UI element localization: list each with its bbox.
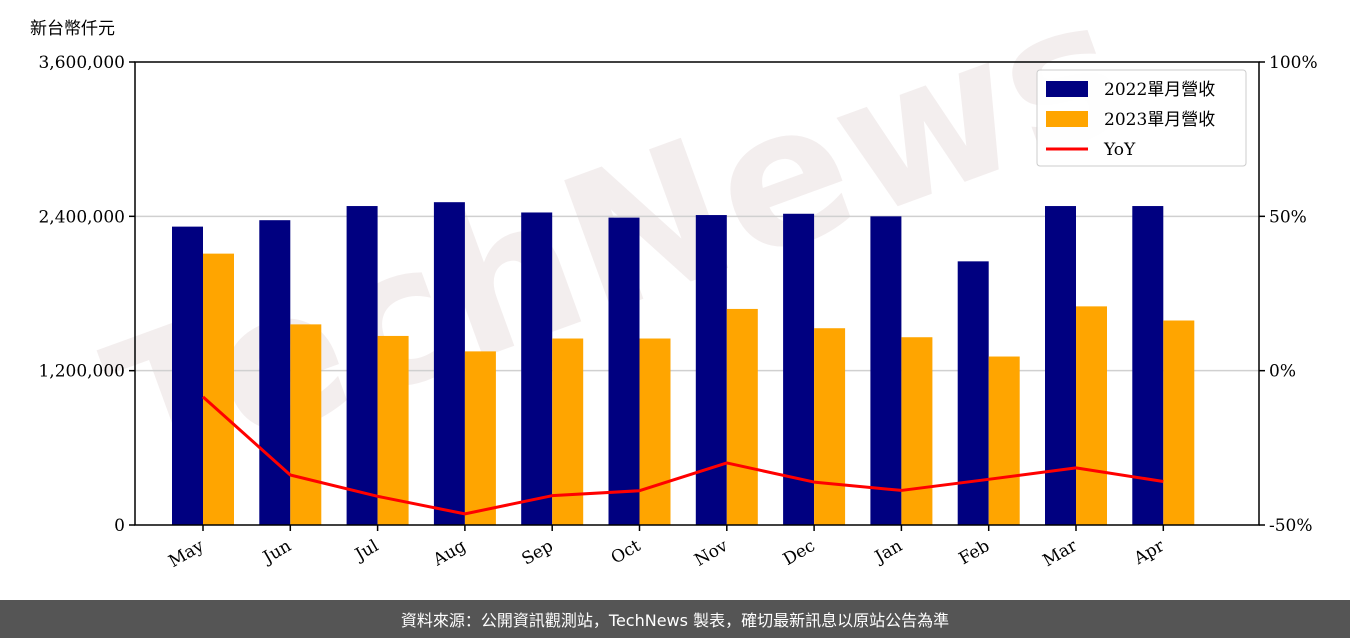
bar-2022-aug <box>433 202 465 526</box>
bar-2022-feb <box>957 261 989 525</box>
bar-2023-feb <box>988 356 1020 525</box>
bar-2023-nov <box>726 308 758 525</box>
bar-2023-sep <box>552 338 584 525</box>
x-tick-label-jan: Jan <box>870 536 906 568</box>
x-tick-label-aug: Aug <box>429 536 470 571</box>
legend-label-1: 2023單月營收 <box>1104 110 1215 130</box>
x-tick-label-nov: Nov <box>691 536 731 571</box>
right-tick-label: 100% <box>1269 53 1318 73</box>
yoy-line <box>201 395 1164 516</box>
bar-2023-may <box>203 253 234 525</box>
right-tick-label: -50% <box>1269 516 1313 536</box>
legend-label-0: 2022單月營收 <box>1104 80 1215 100</box>
x-tick-label-jun: Jun <box>258 536 295 569</box>
bar-2023-aug <box>464 351 496 525</box>
bar-2023-oct <box>639 338 671 525</box>
bar-2023-apr <box>1163 320 1195 525</box>
bar-2022-sep <box>521 212 553 525</box>
x-tick-label-sep: Sep <box>518 536 556 570</box>
legend-swatch-0 <box>1046 81 1088 97</box>
left-tick-label: 1,200,000 <box>38 362 125 382</box>
bar-2022-oct <box>608 217 640 525</box>
source-footer: 資料來源：公開資訊觀測站，TechNews 製表，確切最新訊息以原站公告為準 <box>0 600 1350 638</box>
bar-2022-jan <box>870 216 902 526</box>
bar-2023-dec <box>814 328 846 525</box>
legend-box <box>1036 69 1247 167</box>
x-tick-label-dec: Dec <box>780 536 819 570</box>
y-axis-unit-label: 新台幣仟元 <box>30 19 115 39</box>
left-tick-label: 2,400,000 <box>38 207 125 227</box>
x-tick-label-jul: Jul <box>350 536 382 566</box>
bars <box>172 202 1195 526</box>
bar-2022-jul <box>346 206 378 526</box>
right-tick-label: 50% <box>1269 207 1307 227</box>
footer-text: 資料來源：公開資訊觀測站，TechNews 製表，確切最新訊息以原站公告為準 <box>400 611 950 630</box>
bar-2022-jun <box>259 220 291 526</box>
bar-2023-jan <box>901 337 933 525</box>
legend-label-2: YoY <box>1103 140 1136 160</box>
plot-frame <box>134 61 1260 526</box>
bar-2023-jul <box>377 335 409 525</box>
bar-2022-dec <box>783 213 815 525</box>
bar-2022-apr <box>1132 206 1164 526</box>
legend-swatch-1 <box>1046 111 1088 127</box>
bar-2023-jun <box>290 324 322 525</box>
legend: 2022單月營收 2023單月營收 YoY <box>1036 69 1247 167</box>
bar-2022-nov <box>695 215 727 525</box>
x-tick-label-mar: Mar <box>1040 536 1082 572</box>
bar-2022-may <box>172 226 203 525</box>
revenue-chart: TechNews 01,200,0002,400,0003,600,000-50… <box>38 0 1318 572</box>
x-tick-label-oct: Oct <box>608 536 644 569</box>
x-tick-label-apr: Apr <box>1130 536 1169 570</box>
bar-2022-mar <box>1045 206 1076 526</box>
right-tick-label: 0% <box>1269 362 1296 382</box>
x-tick-label-feb: Feb <box>956 536 994 569</box>
yoy-line-group <box>201 395 1164 516</box>
left-tick-label: 0 <box>114 516 125 536</box>
x-tick-label-may: May <box>165 536 208 572</box>
bar-2023-mar <box>1076 306 1107 525</box>
left-tick-label: 3,600,000 <box>38 53 125 73</box>
